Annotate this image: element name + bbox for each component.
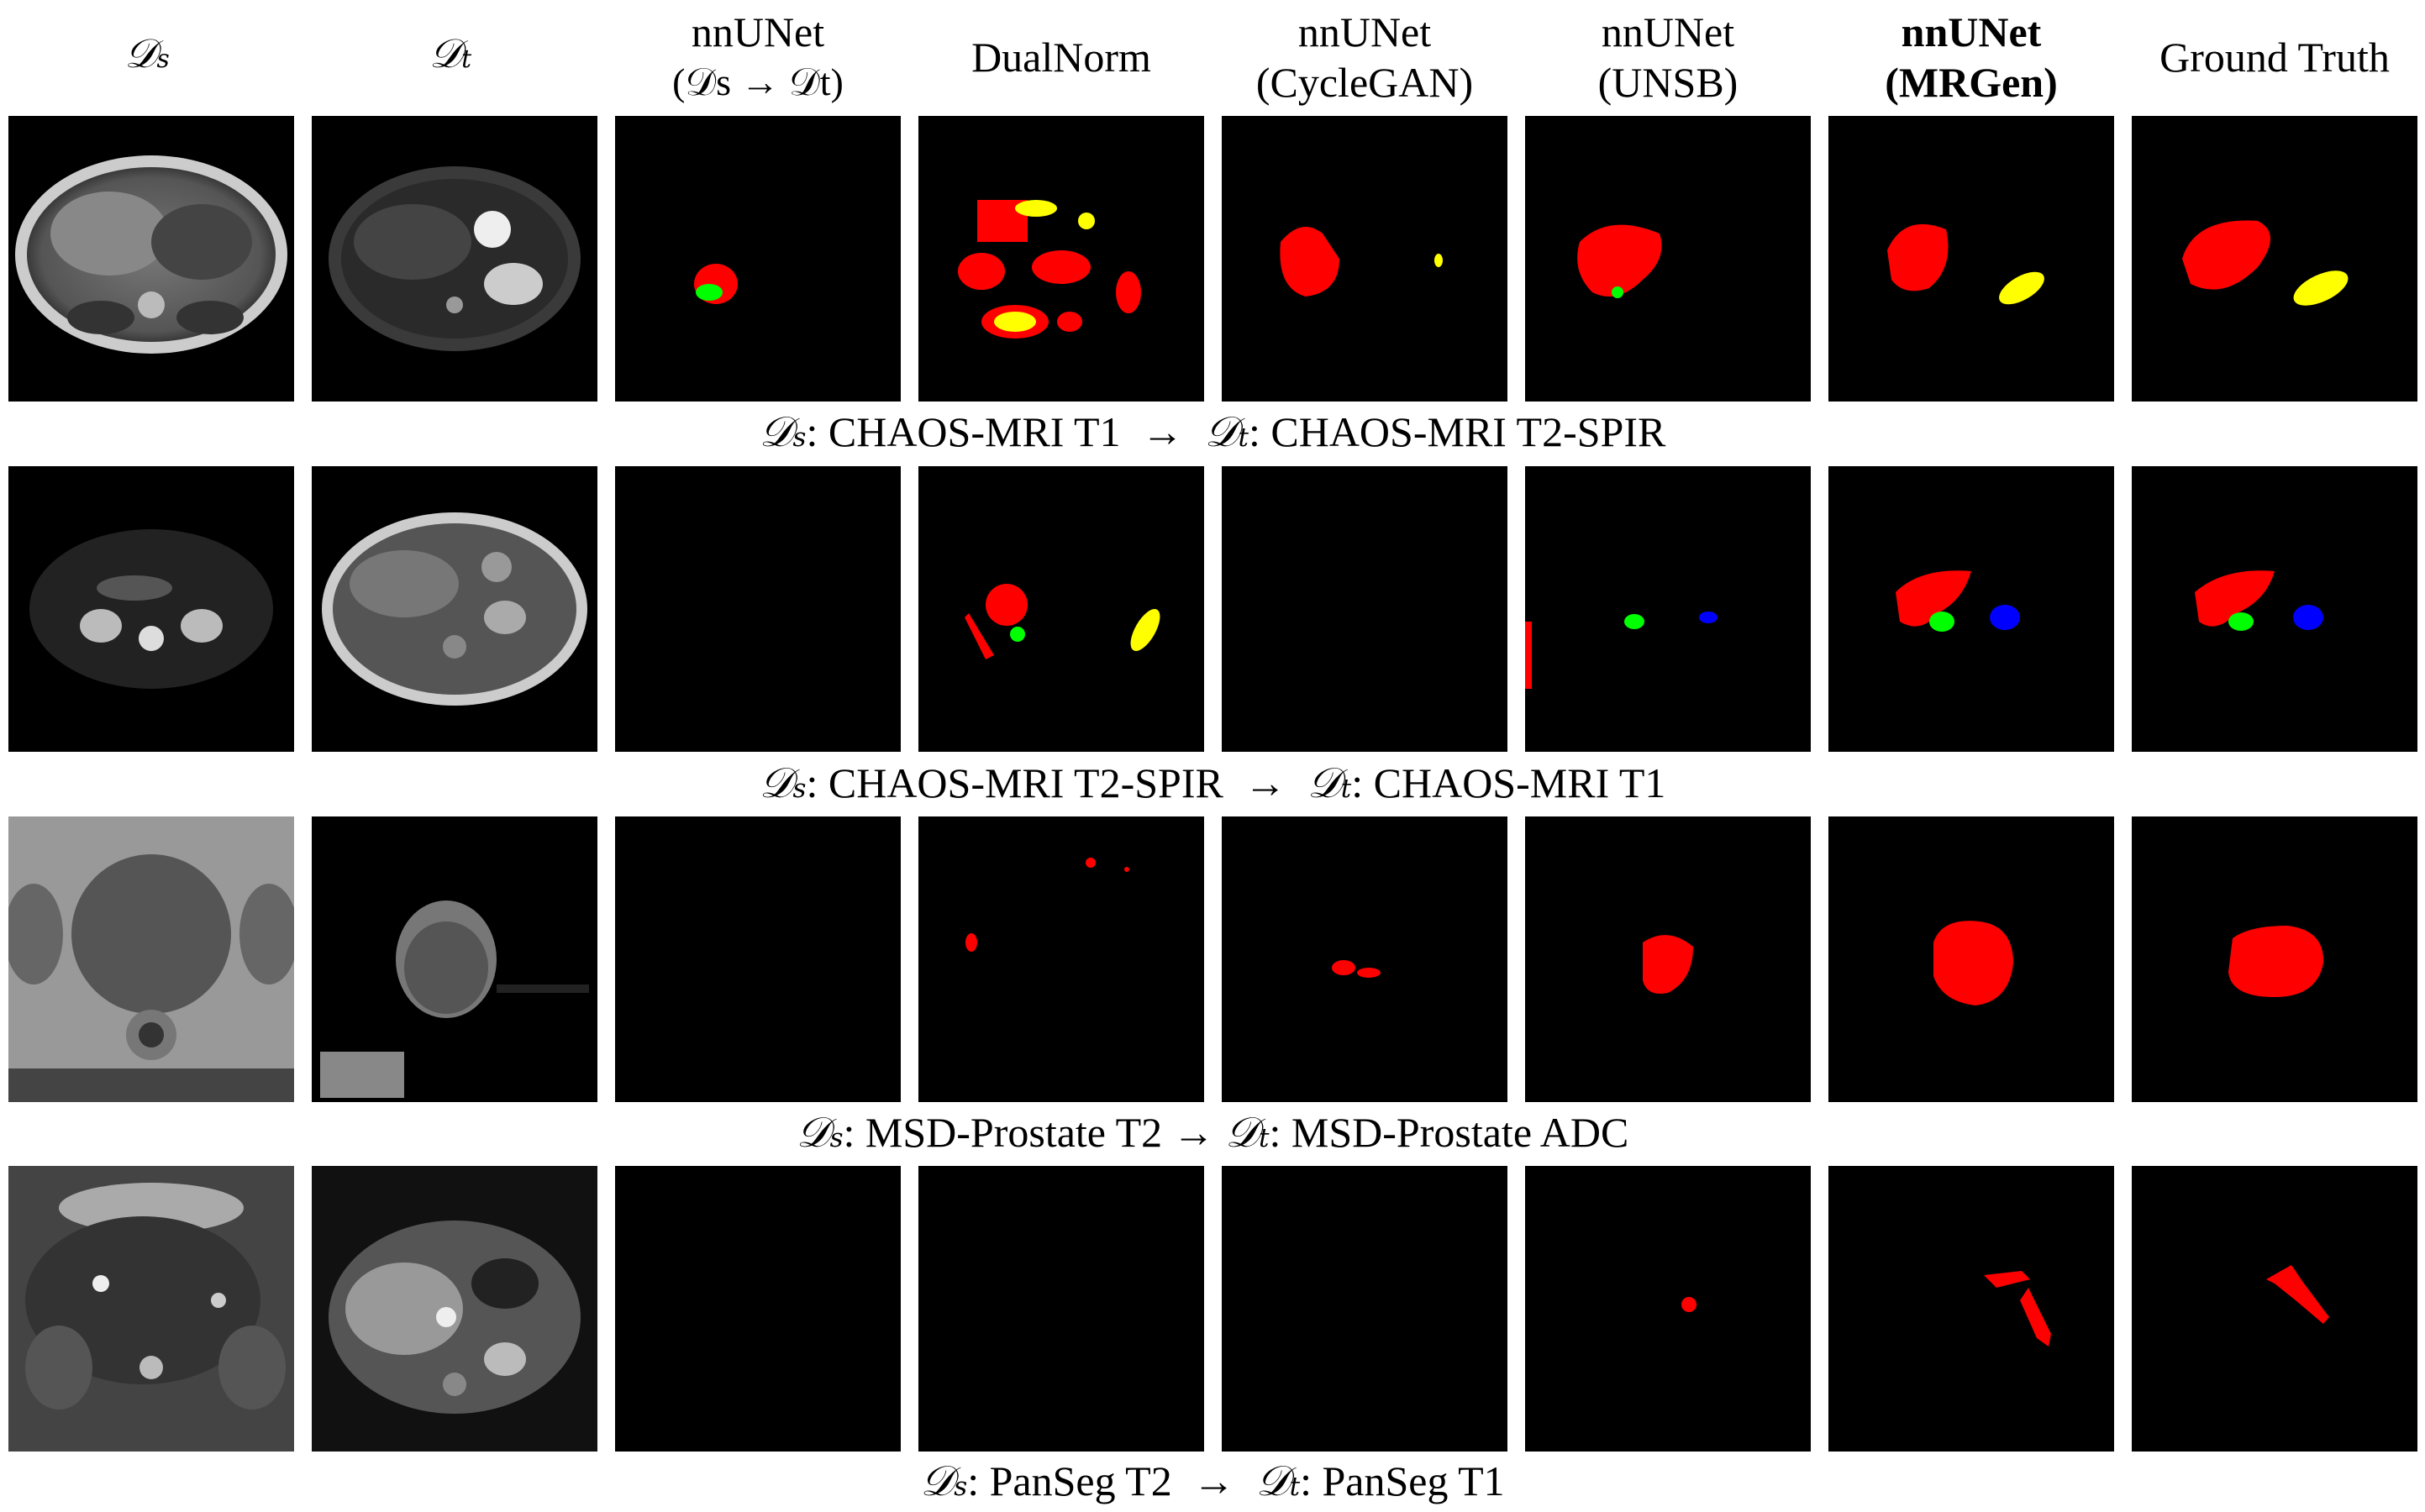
row2-pred-dualnorm bbox=[918, 466, 1204, 752]
header-nnunet-cyclegan: nnUNet (CycleGAN) bbox=[1255, 8, 1474, 106]
row4-pred-dualnorm bbox=[918, 1166, 1204, 1452]
header-ground-truth: Ground Truth bbox=[2159, 33, 2390, 81]
row4-target-mri bbox=[312, 1166, 597, 1452]
row1-pred-nnunet-direct bbox=[615, 116, 901, 402]
header-nnunet-direct: nnUNet (𝒟s → 𝒟t) bbox=[672, 8, 844, 103]
row3-target-mri bbox=[312, 816, 597, 1102]
header-dualnorm: DualNorm bbox=[971, 33, 1151, 81]
header-target-domain: 𝒟t bbox=[429, 30, 472, 77]
row2-ground-truth bbox=[2132, 466, 2417, 752]
row4-source-mri bbox=[8, 1166, 294, 1452]
row4-pred-nnunet-cyclegan bbox=[1222, 1166, 1507, 1452]
row1-pred-nnunet-cyclegan bbox=[1222, 116, 1507, 402]
row1-pred-nnunet-mrgen bbox=[1828, 116, 2114, 402]
row3-pred-nnunet-cyclegan bbox=[1222, 816, 1507, 1102]
row2-pred-nnunet-direct bbox=[615, 466, 901, 752]
row1-pred-nnunet-unsb bbox=[1525, 116, 1811, 402]
row2-pred-nnunet-mrgen bbox=[1828, 466, 2114, 752]
row1-ground-truth bbox=[2132, 116, 2417, 402]
row3-pred-nnunet-unsb bbox=[1525, 816, 1811, 1102]
header-nnunet-unsb: nnUNet (UNSB) bbox=[1597, 8, 1739, 106]
row4-caption: 𝒟s: PanSeg T2 → 𝒟t: PanSeg T1 bbox=[920, 1457, 1505, 1505]
row1-target-mri bbox=[312, 116, 597, 402]
row3-pred-dualnorm bbox=[918, 816, 1204, 1102]
row3-pred-nnunet-direct bbox=[615, 816, 901, 1102]
row3-caption: 𝒟s: MSD-Prostate T2 → 𝒟t: MSD-Prostate A… bbox=[796, 1108, 1629, 1157]
row4-pred-nnunet-direct bbox=[615, 1166, 901, 1452]
row4-pred-nnunet-mrgen bbox=[1828, 1166, 2114, 1452]
row2-target-mri bbox=[312, 466, 597, 752]
row2-pred-nnunet-cyclegan bbox=[1222, 466, 1507, 752]
row3-ground-truth bbox=[2132, 816, 2417, 1102]
row1-source-mri bbox=[8, 116, 294, 402]
row3-source-mri bbox=[8, 816, 294, 1102]
row3-pred-nnunet-mrgen bbox=[1828, 816, 2114, 1102]
row4-ground-truth bbox=[2132, 1166, 2417, 1452]
row2-caption: 𝒟s: CHAOS-MRI T2-SPIR → 𝒟t: CHAOS-MRI T1 bbox=[759, 759, 1666, 807]
header-nnunet-mrgen: nnUNet (MRGen) bbox=[1885, 8, 2058, 106]
row1-caption: 𝒟s: CHAOS-MRI T1 → 𝒟t: CHAOS-MRI T2-SPIR bbox=[759, 407, 1666, 456]
row4-pred-nnunet-unsb bbox=[1525, 1166, 1811, 1452]
row2-pred-nnunet-unsb bbox=[1525, 466, 1811, 752]
header-source-domain: 𝒟s bbox=[124, 30, 170, 77]
row1-pred-dualnorm bbox=[918, 116, 1204, 402]
row2-source-mri bbox=[8, 466, 294, 752]
